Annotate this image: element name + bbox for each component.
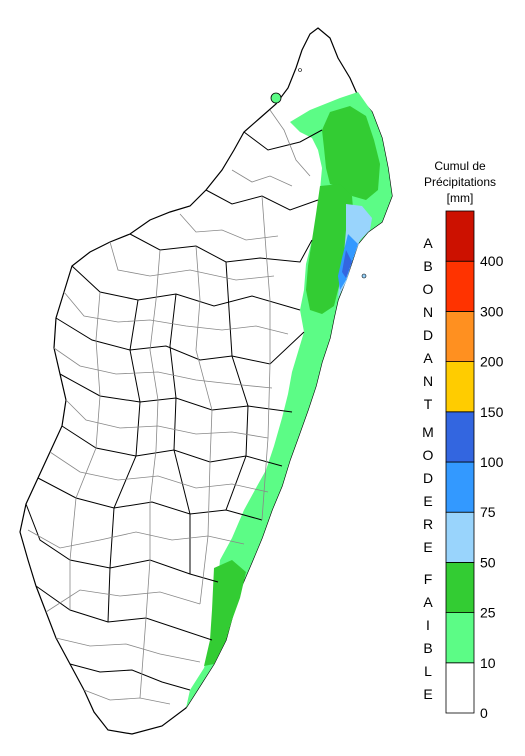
legend-category-2-letter-1: A [423, 594, 433, 610]
legend-category-1-letter-3: E [423, 493, 432, 509]
legend-category-1-letter-0: M [422, 424, 434, 440]
island-small-2 [298, 68, 302, 72]
legend-bin-7 [445, 310, 475, 362]
legend-category-1-letter-2: D [423, 470, 433, 486]
legend-title-line-2: Précipitations [424, 175, 496, 189]
legend-category-0-letter-7: T [424, 396, 433, 412]
legend-category-0-letter-1: B [423, 258, 432, 274]
rain-zone-25-50-south [204, 560, 246, 666]
legend-title-line-3: [mm] [447, 191, 474, 205]
legend-category-0-letter-5: A [423, 350, 433, 366]
legend-category-2-letter-5: E [423, 686, 432, 702]
rain-zone-25-50-mid [306, 184, 354, 314]
legend-tick-0: 0 [480, 705, 488, 721]
legend-tick-4: 75 [480, 504, 496, 520]
legend-category-0-letter-3: N [423, 304, 433, 320]
legend: Cumul de Précipitations [mm] 0 10 25 50 75 10… [422, 159, 503, 721]
legend-bin-8 [445, 260, 475, 312]
legend-bin-9 [445, 210, 475, 262]
legend-category-1-letter-4: R [423, 516, 433, 532]
island-nosy-be [270, 92, 282, 104]
legend-tick-2: 25 [480, 605, 496, 621]
legend-category-2-letter-3: B [423, 640, 432, 656]
rain-zone-25-50-north [322, 106, 380, 200]
legend-bin-4 [445, 461, 475, 513]
legend-category-2-letter-0: F [424, 571, 433, 587]
legend-category-0-letter-0: A [423, 235, 433, 251]
legend-bin-6 [445, 361, 475, 413]
legend-tick-5: 100 [480, 454, 504, 470]
legend-category-1-letter-5: E [423, 539, 432, 555]
legend-bin-5 [445, 411, 475, 463]
legend-category-0-letter-6: N [423, 373, 433, 389]
legend-title-line-1: Cumul de [434, 159, 486, 173]
legend-bin-0 [445, 662, 475, 714]
legend-bin-1 [445, 612, 475, 664]
legend-ticks: 0 10 25 50 75 100 150 200 300 400 [480, 253, 504, 721]
legend-category-0-letter-4: D [423, 327, 433, 343]
legend-tick-9: 400 [480, 253, 504, 269]
legend-bins [445, 210, 475, 714]
legend-bin-3 [445, 511, 475, 563]
legend-tick-7: 200 [480, 354, 504, 370]
district-borders [27, 109, 311, 705]
legend-category-1-letter-1: O [423, 447, 434, 463]
legend-bin-2 [445, 562, 475, 614]
legend-tick-8: 300 [480, 303, 504, 319]
legend-category-2-letter-4: L [424, 663, 432, 679]
legend-tick-1: 10 [480, 655, 496, 671]
island-small-1 [361, 273, 367, 279]
legend-tick-6: 150 [480, 404, 504, 420]
legend-category-0-letter-2: O [423, 281, 434, 297]
legend-tick-3: 50 [480, 554, 496, 570]
rain-zone-100-150 [342, 250, 352, 278]
legend-category-2-letter-2: I [426, 617, 430, 633]
